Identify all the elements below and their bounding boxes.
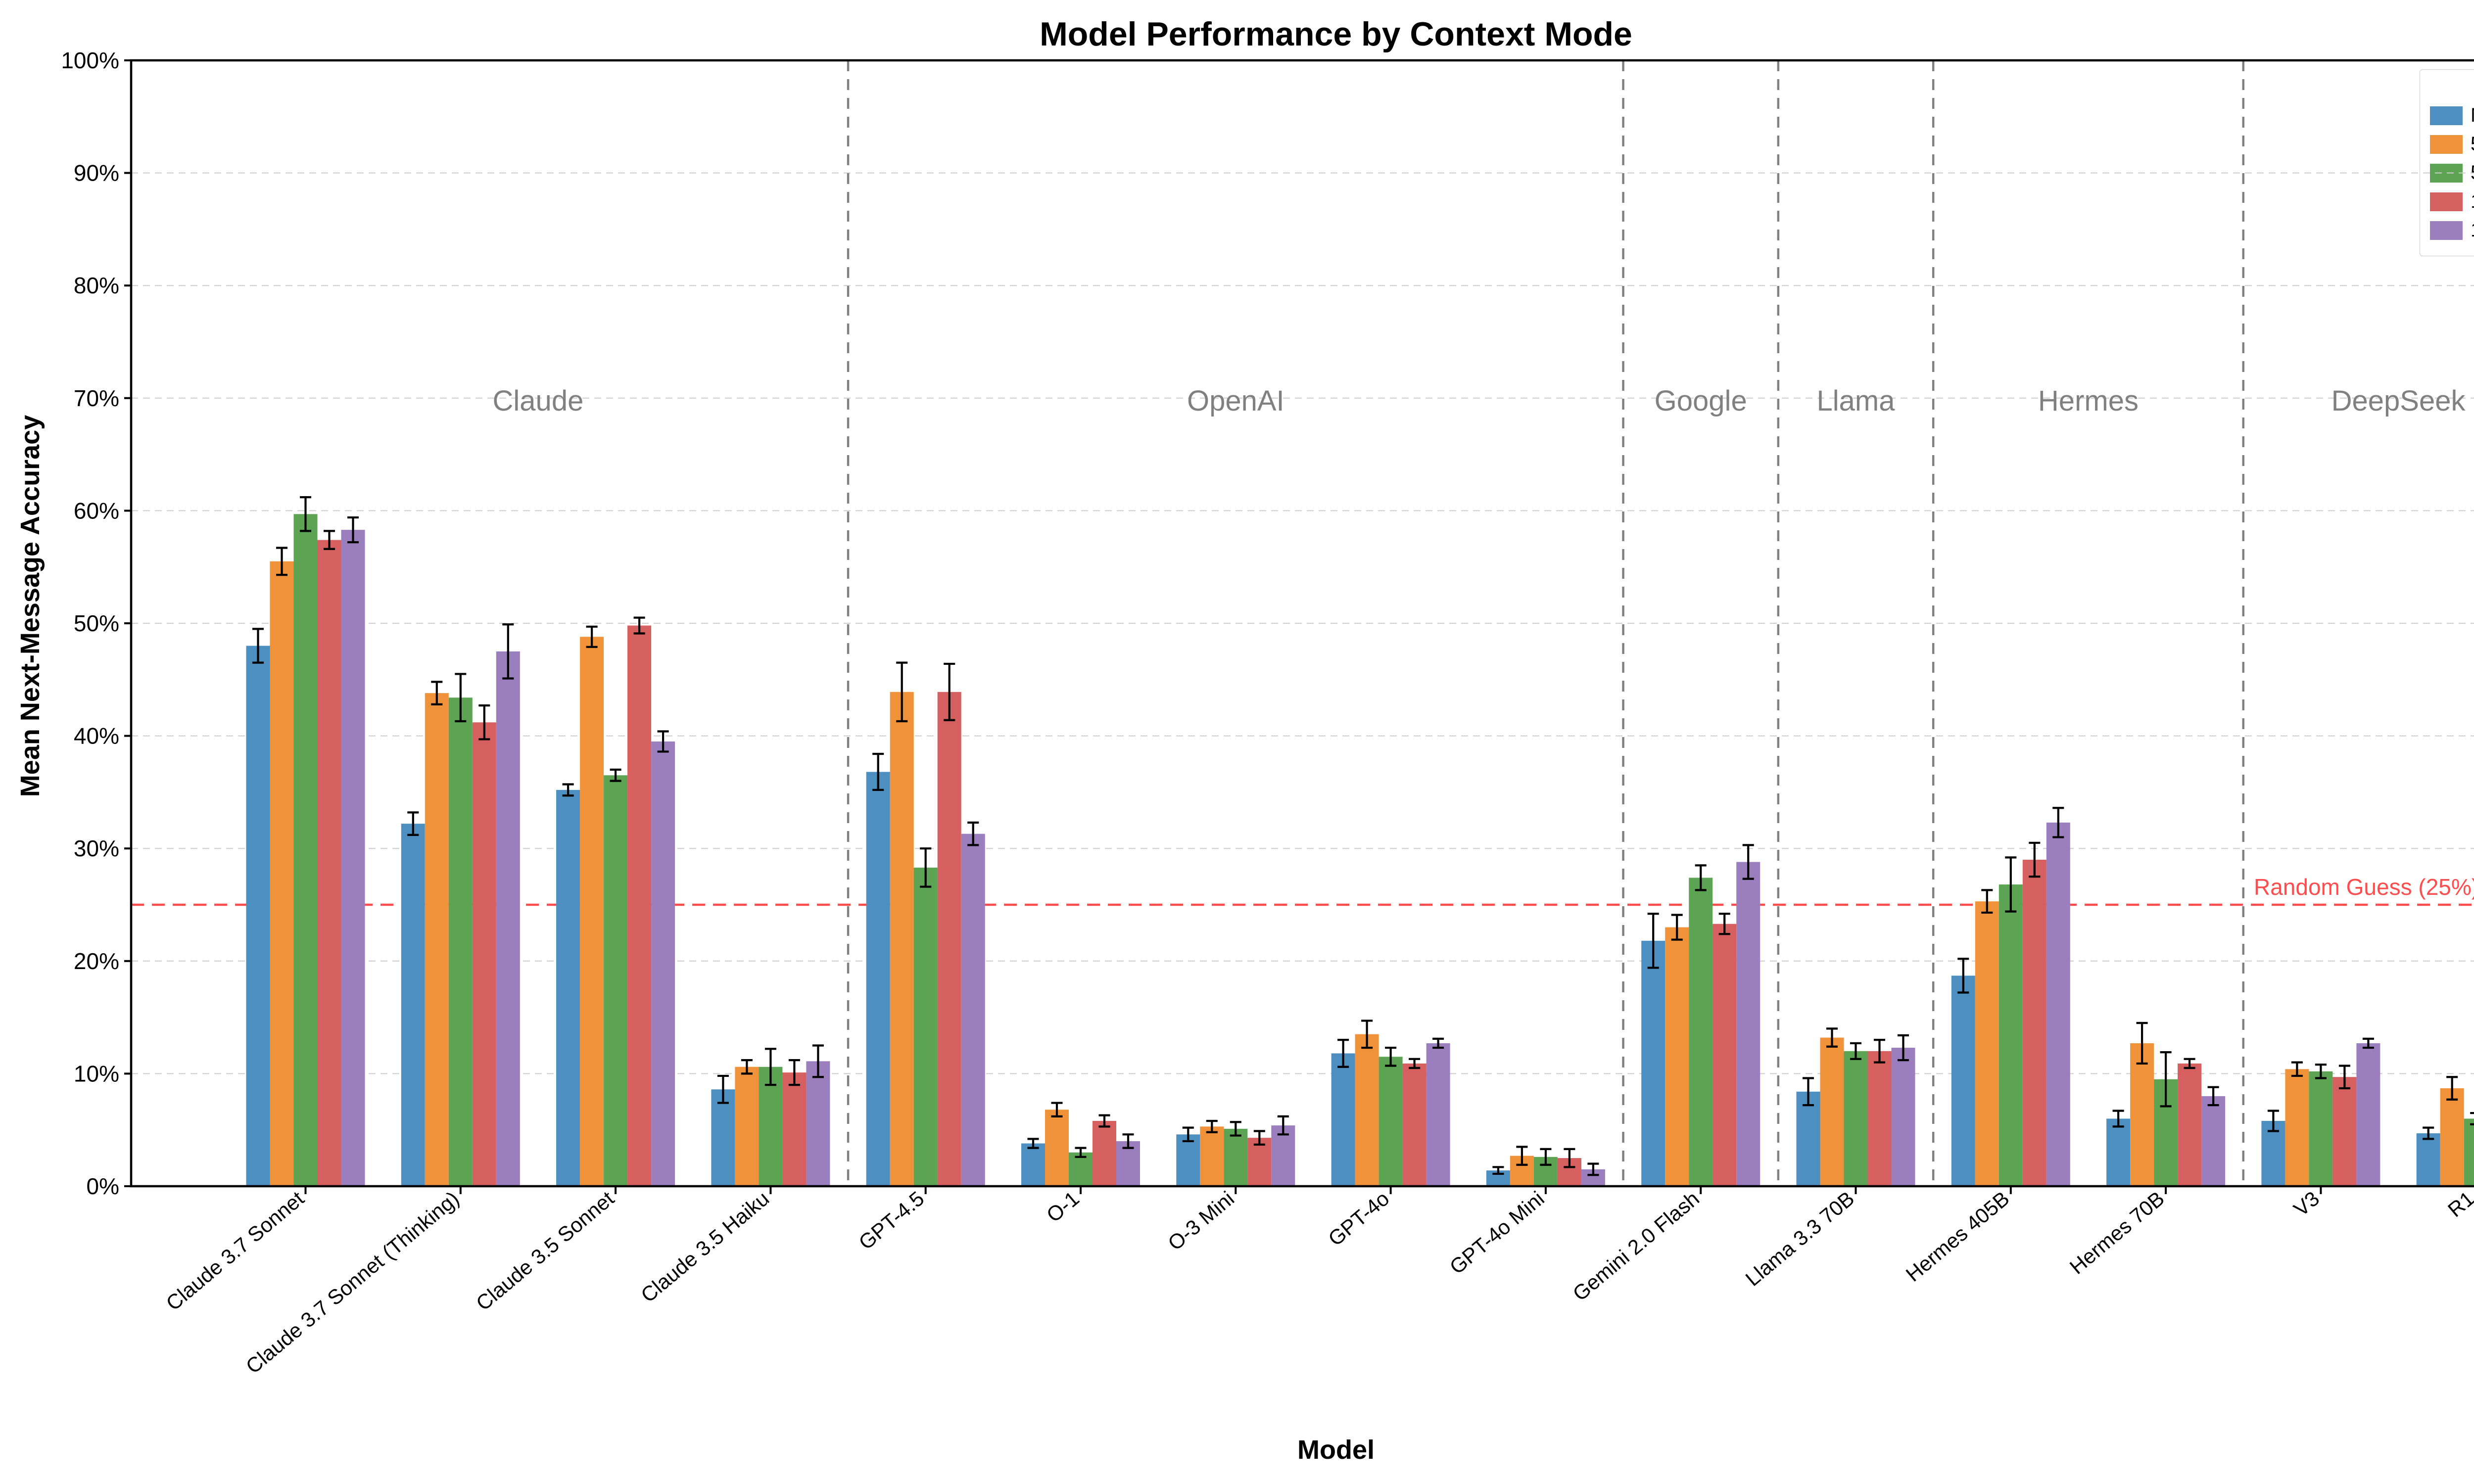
svg-text:100%: 100%	[61, 47, 119, 73]
svg-text:10%: 10%	[74, 1061, 119, 1086]
svg-text:0%: 0%	[87, 1173, 119, 1199]
svg-text:R1: R1	[2443, 1187, 2474, 1222]
svg-text:90%: 90%	[74, 160, 119, 186]
svg-text:50%: 50%	[74, 610, 119, 636]
svg-text:V3: V3	[2289, 1187, 2324, 1221]
svg-text:Llama: Llama	[1817, 385, 1896, 417]
svg-text:Claude 3.7 Sonnet: Claude 3.7 Sonnet	[162, 1187, 309, 1315]
svg-text:Claude 3.5 Haiku: Claude 3.5 Haiku	[636, 1187, 773, 1307]
svg-text:80%: 80%	[74, 273, 119, 298]
svg-text:Claude 3.5 Sonnet: Claude 3.5 Sonnet	[472, 1187, 618, 1315]
svg-text:DeepSeek: DeepSeek	[2331, 385, 2466, 417]
svg-text:OpenAI: OpenAI	[1187, 385, 1285, 417]
svg-text:Google: Google	[1655, 385, 1747, 417]
svg-text:GPT-4.5: GPT-4.5	[854, 1187, 928, 1254]
svg-text:Hermes 70B: Hermes 70B	[2065, 1187, 2169, 1279]
svg-text:70%: 70%	[74, 385, 119, 411]
svg-text:GPT-4o Mini: GPT-4o Mini	[1445, 1187, 1549, 1279]
svg-text:30%: 30%	[74, 835, 119, 861]
svg-text:20%: 20%	[74, 948, 119, 974]
svg-text:60%: 60%	[74, 498, 119, 523]
svg-text:Gemini 2.0 Flash: Gemini 2.0 Flash	[1569, 1187, 1704, 1305]
svg-text:GPT-4o: GPT-4o	[1324, 1187, 1393, 1251]
svg-text:40%: 40%	[74, 723, 119, 749]
svg-text:Hermes: Hermes	[2038, 385, 2139, 417]
svg-text:Hermes 405B: Hermes 405B	[1902, 1187, 2014, 1286]
svg-text:Claude: Claude	[493, 385, 584, 417]
svg-text:O-3 Mini: O-3 Mini	[1163, 1187, 1238, 1255]
svg-text:Llama 3.3 70B: Llama 3.3 70B	[1741, 1187, 1859, 1291]
svg-text:Random Guess (25%): Random Guess (25%)	[2254, 874, 2474, 900]
svg-text:O-1: O-1	[1042, 1187, 1084, 1227]
